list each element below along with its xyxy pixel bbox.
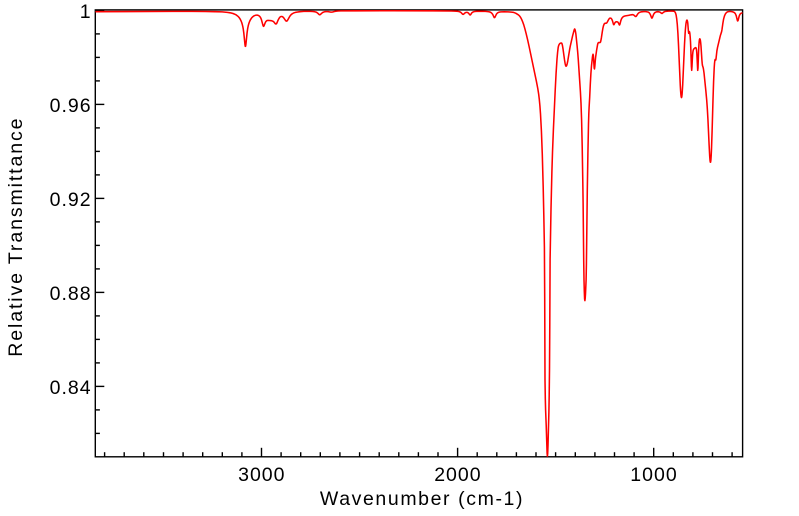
svg-text:1: 1	[80, 1, 92, 23]
svg-text:0.96: 0.96	[50, 95, 92, 117]
svg-text:Relative Transmittance: Relative Transmittance	[5, 117, 27, 357]
svg-text:0.84: 0.84	[50, 377, 92, 399]
svg-text:Wavenumber (cm-1): Wavenumber (cm-1)	[320, 488, 524, 510]
svg-text:2000: 2000	[434, 464, 481, 486]
svg-text:0.92: 0.92	[50, 189, 92, 211]
svg-text:0.88: 0.88	[50, 283, 92, 305]
svg-text:1000: 1000	[630, 464, 677, 486]
svg-text:3000: 3000	[238, 464, 285, 486]
